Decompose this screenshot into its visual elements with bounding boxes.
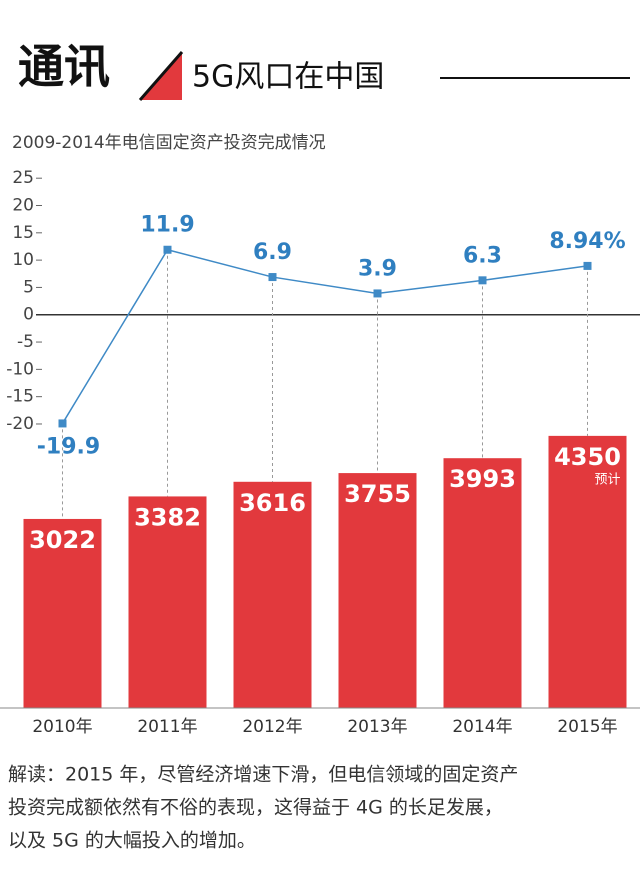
y-tick-label: -20 [6,414,34,434]
chart-title: 2009-2014年电信固定资产投资完成情况 [12,133,326,153]
bar-label: 3755 [344,480,411,508]
bar-label: 4350 [554,443,621,471]
y-tick-label: 0 [23,305,34,325]
header-title: 通讯 [18,40,110,94]
point [373,289,382,298]
y-tick-label: 15 [12,223,34,243]
point [583,261,592,270]
header-slash-line [138,51,184,101]
bar [338,473,417,708]
x-tick-label: 2013年 [347,717,407,737]
point [268,273,277,282]
y-tick-label: 5 [23,277,34,297]
line [61,248,588,424]
bar-label: 3993 [449,465,516,493]
point-label: 6.9 [253,240,292,265]
x-tick-label: 2015年 [557,717,617,737]
point [163,245,172,254]
bar-label: 3022 [29,526,96,554]
point [58,419,67,428]
point [478,276,487,285]
bar [548,435,627,708]
bar [233,481,312,708]
x-tick-label: 2012年 [242,717,302,737]
bar-label: 3616 [239,489,306,517]
y-tick-label: -5 [17,332,34,352]
bar [23,518,102,708]
point-label: 11.9 [140,213,194,238]
bar [443,458,522,708]
header-subtitle: 5G风口在中国 [192,60,384,95]
caption-line: 解读：2015 年，尽管经济增速下滑，但电信领域的固定资产 [8,764,518,786]
point-label: 8.94% [549,229,625,254]
x-tick-label: 2010年 [32,717,92,737]
point-label: 6.3 [463,243,502,268]
y-tick-label: -15 [6,387,34,407]
x-tick-label: 2011年 [137,717,197,737]
y-tick-label: -10 [6,359,34,379]
y-tick-label: 25 [12,168,34,188]
annotation: 预计 [594,472,620,487]
x-tick-label: 2014年 [452,717,512,737]
plot: 25 20 15 10 5 0 -5 -10 -15 -20 3022 3382 3616 3755 399… [0,168,640,737]
bar [128,496,207,708]
caption-line: 投资完成额依然有不俗的表现，这得益于 4G 的长足发展， [8,797,503,819]
point-label: -19.9 [37,434,100,459]
y-tick-label: 10 [12,250,34,270]
point-label: 3.9 [358,256,397,281]
bar-label: 3382 [134,503,201,531]
caption-line: 以及 5G 的大幅投入的增加。 [8,830,256,852]
y-tick-label: 20 [12,196,34,216]
